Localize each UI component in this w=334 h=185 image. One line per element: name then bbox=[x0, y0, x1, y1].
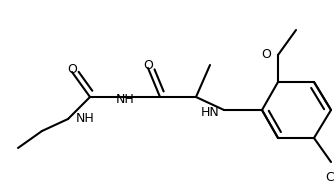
Text: O: O bbox=[143, 59, 153, 72]
Text: HN: HN bbox=[201, 106, 220, 119]
Text: O: O bbox=[67, 63, 77, 76]
Text: O: O bbox=[261, 48, 271, 61]
Text: NH: NH bbox=[76, 112, 95, 125]
Text: NH: NH bbox=[116, 93, 134, 106]
Text: Cl: Cl bbox=[325, 171, 334, 184]
